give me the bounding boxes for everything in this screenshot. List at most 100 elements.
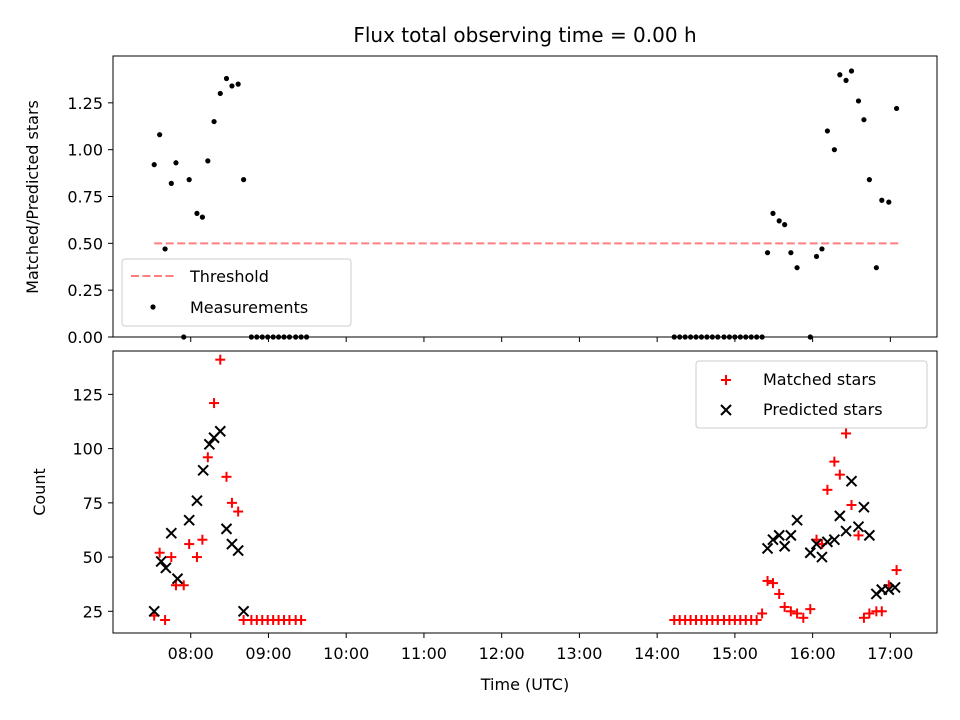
bottom-x-axis: 08:00 09:00 10:00 11:00 12:00 13:00 14:00 15:00… [168,633,913,663]
bottom-y-tick-label: 125 [72,385,103,404]
measurement-point [168,180,174,186]
matched-star-point [191,552,202,563]
predicted-star-point [810,538,823,550]
legend-predicted-swatch [720,404,732,416]
top-y-axis: 0.00 0.25 0.50 0.75 1.00 1.25 [67,94,113,347]
predicted-star-point [761,542,774,555]
matched-star-point [296,614,307,625]
matched-star-point [834,469,845,480]
measurement-point [235,81,241,87]
x-tick-label: 17:00 [867,644,913,663]
measurement-point [879,197,885,203]
top-x-ticks [190,337,891,342]
matched-star-point [154,547,165,558]
x-tick-label: 11:00 [401,644,447,663]
top-y-tick-label: 1.00 [67,141,103,160]
predicted-star-point [863,529,876,542]
measurement-point [788,250,794,256]
matched-star-point [751,614,762,625]
chart-title: Flux total observing time = 0.00 h [353,23,696,47]
matched-star-point [798,612,809,623]
matched-star-point [853,530,864,541]
matched-star-point [876,606,887,617]
bottom-panel: 25 50 75 100 125 08:00 09:00 10:00 11:00 12:00 13… [30,350,938,694]
top-plot-area [151,68,901,340]
measurement-point [151,162,157,168]
legend-threshold-label: Threshold [189,267,269,286]
matched-star-point [233,506,244,517]
predicted-star-point [840,525,852,537]
bottom-legend: Matched stars Predicted stars [695,360,928,429]
top-y-tick-label: 0.75 [67,188,103,207]
matched-star-point [841,428,852,439]
measurement-point [240,177,247,183]
matched-star-point [221,471,232,482]
x-tick-label: 10:00 [323,644,369,663]
matched-star-point [184,539,195,550]
legend-measurements-label: Measurements [190,298,308,317]
top-y-axis-label: Matched/Predicted stars [23,100,42,294]
matched-star-point [757,608,768,619]
matched-star-point [864,608,875,619]
measurement-point [824,128,830,134]
predicted-star-point [183,514,195,526]
predicted-star-point [203,438,216,450]
predicted-star-point [816,551,828,563]
measurement-point [162,246,168,252]
measurement-point [855,98,862,104]
x-tick-label: 13:00 [556,644,602,663]
predicted-star-point [171,573,184,585]
predicted-star-point [883,583,895,596]
measurement-point [770,210,776,216]
matched-star-point [209,398,220,409]
predicted-star-point [778,540,791,552]
predicted-star-point [791,514,803,526]
measurement-point [873,265,879,271]
measurement-point [843,77,849,83]
measurement-point [782,222,788,228]
matched-star-point [767,578,778,589]
predicted-star-point [220,523,233,535]
matched-star-point [202,452,213,463]
bottom-y-tick-label: 100 [72,440,103,459]
bottom-y-tick-label: 75 [83,494,103,513]
predicted-star-point [155,555,167,568]
predicted-star-point [148,605,160,618]
predicted-star-point [852,521,865,533]
measurement-point [173,160,179,166]
predicted-star-point [165,527,178,539]
measurement-point [813,253,820,260]
x-tick-label: 14:00 [634,644,680,663]
matched-star-point [805,604,816,615]
matched-star-point [891,565,902,576]
measurement-point [199,214,205,220]
x-tick-label: 08:00 [168,644,214,663]
top-y-tick-label: 1.25 [67,94,103,113]
matched-star-point [792,608,803,619]
matched-star-point [197,534,208,545]
predicted-star-point [237,605,250,618]
bottom-axes-frame [112,350,938,634]
matched-star-point [829,456,840,467]
x-axis-label: Time (UTC) [480,675,569,694]
x-tick-label: 12:00 [479,644,525,663]
measurement-point [893,105,900,112]
matched-star-point [774,588,785,599]
measurement-point [211,118,217,125]
predicted-star-point [845,475,858,487]
measurement-point [217,90,223,97]
matched-star-point [822,484,833,495]
legend-predicted-label: Predicted stars [763,400,883,419]
measurement-point [223,75,230,82]
measurement-point [205,158,211,164]
matched-star-point [785,606,796,617]
measurement-point [831,147,837,153]
x-tick-label: 16:00 [790,644,836,663]
x-tick-label: 15:00 [712,644,758,663]
legend-matched-label: Matched stars [763,370,876,389]
predicted-star-point [804,547,816,559]
predicted-star-point [858,501,870,513]
matched-star-point [762,575,773,586]
predicted-star-point [785,529,797,542]
